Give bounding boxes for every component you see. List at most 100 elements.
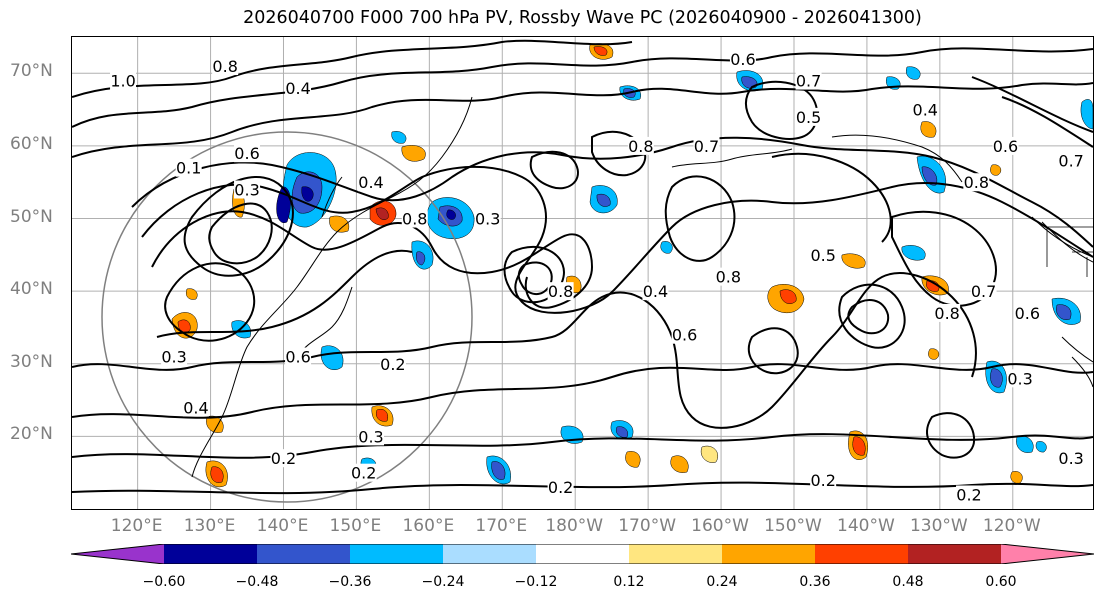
colorbar-bin [71,544,164,564]
contour-label-bg [671,325,698,344]
longitude-label: 140°W [837,516,895,536]
contour-label: 0.6 [234,144,259,163]
contour-label: 0.8 [212,57,237,76]
contour-label-bg [110,71,137,90]
longitude-label: 180°W [545,516,604,536]
colorbar-bin [722,544,816,564]
pv-anomaly-shading [171,43,1093,487]
colorbar-tick-label: −0.12 [514,574,558,590]
colorbar-bin [350,544,444,564]
contour-label-bg [285,347,312,366]
contour-label: 0.8 [402,210,427,229]
contour-label: 0.8 [716,268,741,287]
contour-label-bg [956,485,983,504]
contour-label: 0.3 [234,180,259,199]
colorbar-tick-label: 0.60 [985,574,1017,590]
latitude-label: 50°N [10,206,53,227]
longitude-label: 140°E [256,516,309,536]
range-ring [101,131,473,503]
contour-label-bg [175,158,202,177]
contour-label: 0.5 [796,108,821,127]
contour-label-bg [212,57,239,76]
contour-label-bg [182,398,209,417]
colorbar-bin [443,544,537,564]
contour-label-bg [401,209,428,228]
colorbar-tick-label: −0.36 [328,574,372,590]
colorbar-bin [536,544,630,564]
longitude-label: 130°W [909,516,968,536]
contour-label-bg [729,49,756,68]
contour-label-bg [358,427,385,446]
contour-label: 0.4 [183,398,208,417]
contour-label: 0.7 [1058,151,1083,170]
contour-label-bg [912,100,939,119]
latitude-label: 20°N [10,424,53,445]
contour-label-bg [270,449,297,468]
contour-label: 0.2 [810,471,835,490]
contour-label-bg [934,303,961,322]
longitude-label: 160°W [691,516,749,536]
contour-label: 0.6 [285,348,310,367]
contour-label: 0.6 [993,137,1018,156]
contour-label-bg [1014,303,1041,322]
latitude-label: 40°N [10,279,53,300]
contour-label-bg [234,180,261,199]
political-boundaries [1046,226,1093,277]
coastlines [191,96,1093,478]
contour-label: 1.0 [110,72,135,91]
contour-label-bg [350,463,377,482]
contour-label: 0.3 [1007,369,1032,388]
contour-label: 0.2 [548,478,573,497]
colorbar-bin [1001,544,1094,564]
contour-label: 0.4 [643,282,668,301]
contour-label: 0.7 [796,72,821,91]
contour-label-bg [1058,449,1085,468]
contour-label: 0.4 [285,79,310,98]
contour-label: 0.1 [176,159,201,178]
colorbar-bin [815,544,909,564]
longitude-label: 170°E [475,516,528,536]
contour-label: 0.8 [628,137,653,156]
latitude-label: 60°N [10,133,53,154]
contour-label: 0.7 [694,137,719,156]
contour-label-bg [234,144,261,163]
contour-label-bg [715,267,742,286]
colorbar-tick-label: −0.48 [235,574,279,590]
colorbar-tick-label: 0.12 [613,574,645,590]
colorbar-bin [629,544,723,564]
contour-label: 0.4 [358,173,383,192]
contour-label-bg [627,136,654,155]
contour-label: 0.8 [964,173,989,192]
graticule [72,37,1093,509]
pv-contours [72,39,1093,495]
contour-label-bg [547,282,574,301]
longitude-label: 170°W [618,516,677,536]
longitude-label: 120°E [110,516,163,536]
contour-label: 0.2 [271,449,296,468]
latitude-label: 30°N [10,351,53,372]
contour-label: 0.8 [934,304,959,323]
contour-label-bg [1058,151,1085,170]
map-title: 2026040700 F000 700 hPa PV, Rossby Wave … [243,8,922,28]
contour-label: 0.3 [161,348,186,367]
contour-label: 0.4 [913,101,938,120]
contour-label-bg [1007,369,1034,388]
contour-label-bg [474,209,501,228]
colorbar-bin [908,544,1002,564]
longitude-label: 150°W [764,516,822,536]
contour-label: 0.6 [672,326,697,345]
contour-label-bg [161,347,188,366]
contour-label-bg [992,136,1019,155]
contour-label-bg [963,173,990,192]
longitude-label: 120°W [982,516,1041,536]
contour-label-bg [693,136,720,155]
contour-label: 0.3 [358,427,383,446]
colorbar-tick-label: −0.24 [421,574,465,590]
contour-label: 0.5 [810,246,835,265]
latitude-label: 70°N [10,61,53,82]
contour-label: 0.2 [956,485,981,504]
contour-label-bg [810,245,837,264]
contour-label-bg [642,282,669,301]
contour-label: 0.6 [730,50,755,69]
contour-label: 0.7 [971,282,996,301]
